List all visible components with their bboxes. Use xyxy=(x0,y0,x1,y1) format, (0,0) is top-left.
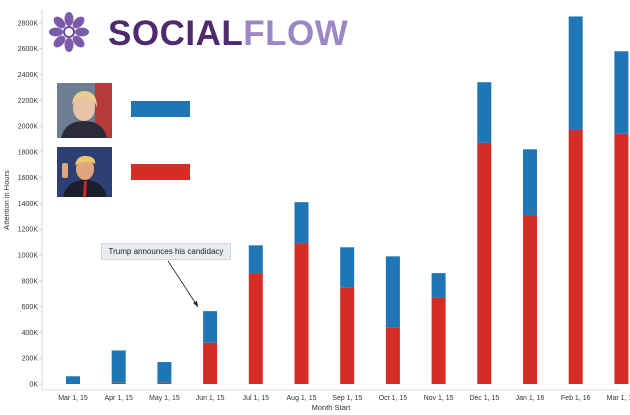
y-tick-label: 1000K xyxy=(18,253,39,260)
x-tick-label: Apr 1, 15 xyxy=(104,395,133,402)
x-tick-label: Mar 1, 16 xyxy=(607,395,630,402)
bar-segment-blue xyxy=(614,51,629,134)
y-tick-label: 1200K xyxy=(18,227,39,234)
y-tick-label: 2800K xyxy=(18,20,39,27)
bar-segment-blue xyxy=(523,149,537,216)
bar-segment-red xyxy=(111,382,126,384)
y-tick-label: 200K xyxy=(22,356,39,363)
y-tick-label: 1800K xyxy=(18,149,39,156)
bar-segment-red xyxy=(614,133,629,384)
x-tick-label: Dec 1, 15 xyxy=(469,395,499,402)
candidate-photo-woman-icon xyxy=(57,83,112,138)
x-tick-label: Jan 1, 16 xyxy=(516,395,545,402)
y-tick-label: 0K xyxy=(29,382,38,389)
logo-text-flow: FLOW xyxy=(243,14,348,53)
x-tick-label: Mar 1, 15 xyxy=(58,395,88,402)
bar-segment-blue xyxy=(385,256,400,328)
bar-segment-blue xyxy=(431,273,446,298)
x-tick-label: Jun 1, 15 xyxy=(196,395,225,402)
y-tick-label: 400K xyxy=(22,330,39,337)
bar-segment-blue xyxy=(203,311,218,343)
candidate-photo-man-icon xyxy=(57,147,112,202)
bar-segment-blue xyxy=(111,350,126,383)
bar-segment-red xyxy=(523,215,537,384)
bar-segment-red xyxy=(568,129,583,384)
legend-swatch-red xyxy=(131,164,190,180)
bar-segment-red xyxy=(248,273,263,384)
annotation-arrowhead xyxy=(193,301,198,307)
bar-segment-blue xyxy=(66,376,80,384)
y-axis-ticks: 0K 200K 400K 600K 800K 1000K 1200K 1400K 1600K 18… xyxy=(18,20,42,389)
x-tick-label: Oct 1, 15 xyxy=(379,395,408,402)
bar-segment-red xyxy=(477,142,492,384)
y-tick-label: 1400K xyxy=(18,201,39,208)
bar-segment-blue xyxy=(157,362,172,383)
annotation-arrow xyxy=(167,260,199,308)
bar-segment-red xyxy=(385,327,400,384)
svg-text:SOCIALFLOW: SOCIALFLOW xyxy=(108,14,348,53)
flower-logo-icon xyxy=(49,12,89,52)
bar-segment-red xyxy=(203,342,218,384)
y-tick-label: 600K xyxy=(22,304,39,311)
y-tick-label: 1600K xyxy=(18,175,39,182)
bar-segment-blue xyxy=(568,16,583,130)
logo-text-social: SOCIAL xyxy=(108,14,243,53)
y-tick-label: 2400K xyxy=(18,72,39,79)
bar-segment-red xyxy=(157,382,172,384)
bar-segment-blue xyxy=(248,245,263,274)
bar-segment-blue xyxy=(340,247,355,288)
y-tick-label: 2200K xyxy=(18,98,39,105)
annotation-callout: Trump announces his candidacy xyxy=(101,243,231,260)
legend-swatch-blue xyxy=(131,101,190,117)
bar-segment-blue xyxy=(477,82,492,143)
bar-segment-blue xyxy=(294,202,309,244)
bars-layer xyxy=(66,16,629,384)
x-tick-label: Feb 1, 16 xyxy=(561,395,591,402)
x-tick-label: Aug 1, 15 xyxy=(287,395,317,402)
y-tick-label: 800K xyxy=(22,278,39,285)
x-axis-title: Month Start xyxy=(312,403,352,412)
y-axis-title: Attention in Hours xyxy=(2,170,11,230)
y-tick-label: 2600K xyxy=(18,46,39,53)
x-tick-label: May 1, 15 xyxy=(149,395,180,402)
bar-segment-red xyxy=(294,243,309,384)
y-tick-label: 2000K xyxy=(18,124,39,131)
x-tick-label: Jul 1, 15 xyxy=(243,395,270,402)
bar-segment-red xyxy=(431,297,446,384)
x-tick-label: Nov 1, 15 xyxy=(424,395,454,402)
x-axis-ticks: Mar 1, 15 Apr 1, 15 May 1, 15 Jun 1, 15 Jul … xyxy=(58,395,630,402)
x-tick-label: Sep 1, 15 xyxy=(332,395,362,402)
bar-segment-red xyxy=(340,287,355,384)
